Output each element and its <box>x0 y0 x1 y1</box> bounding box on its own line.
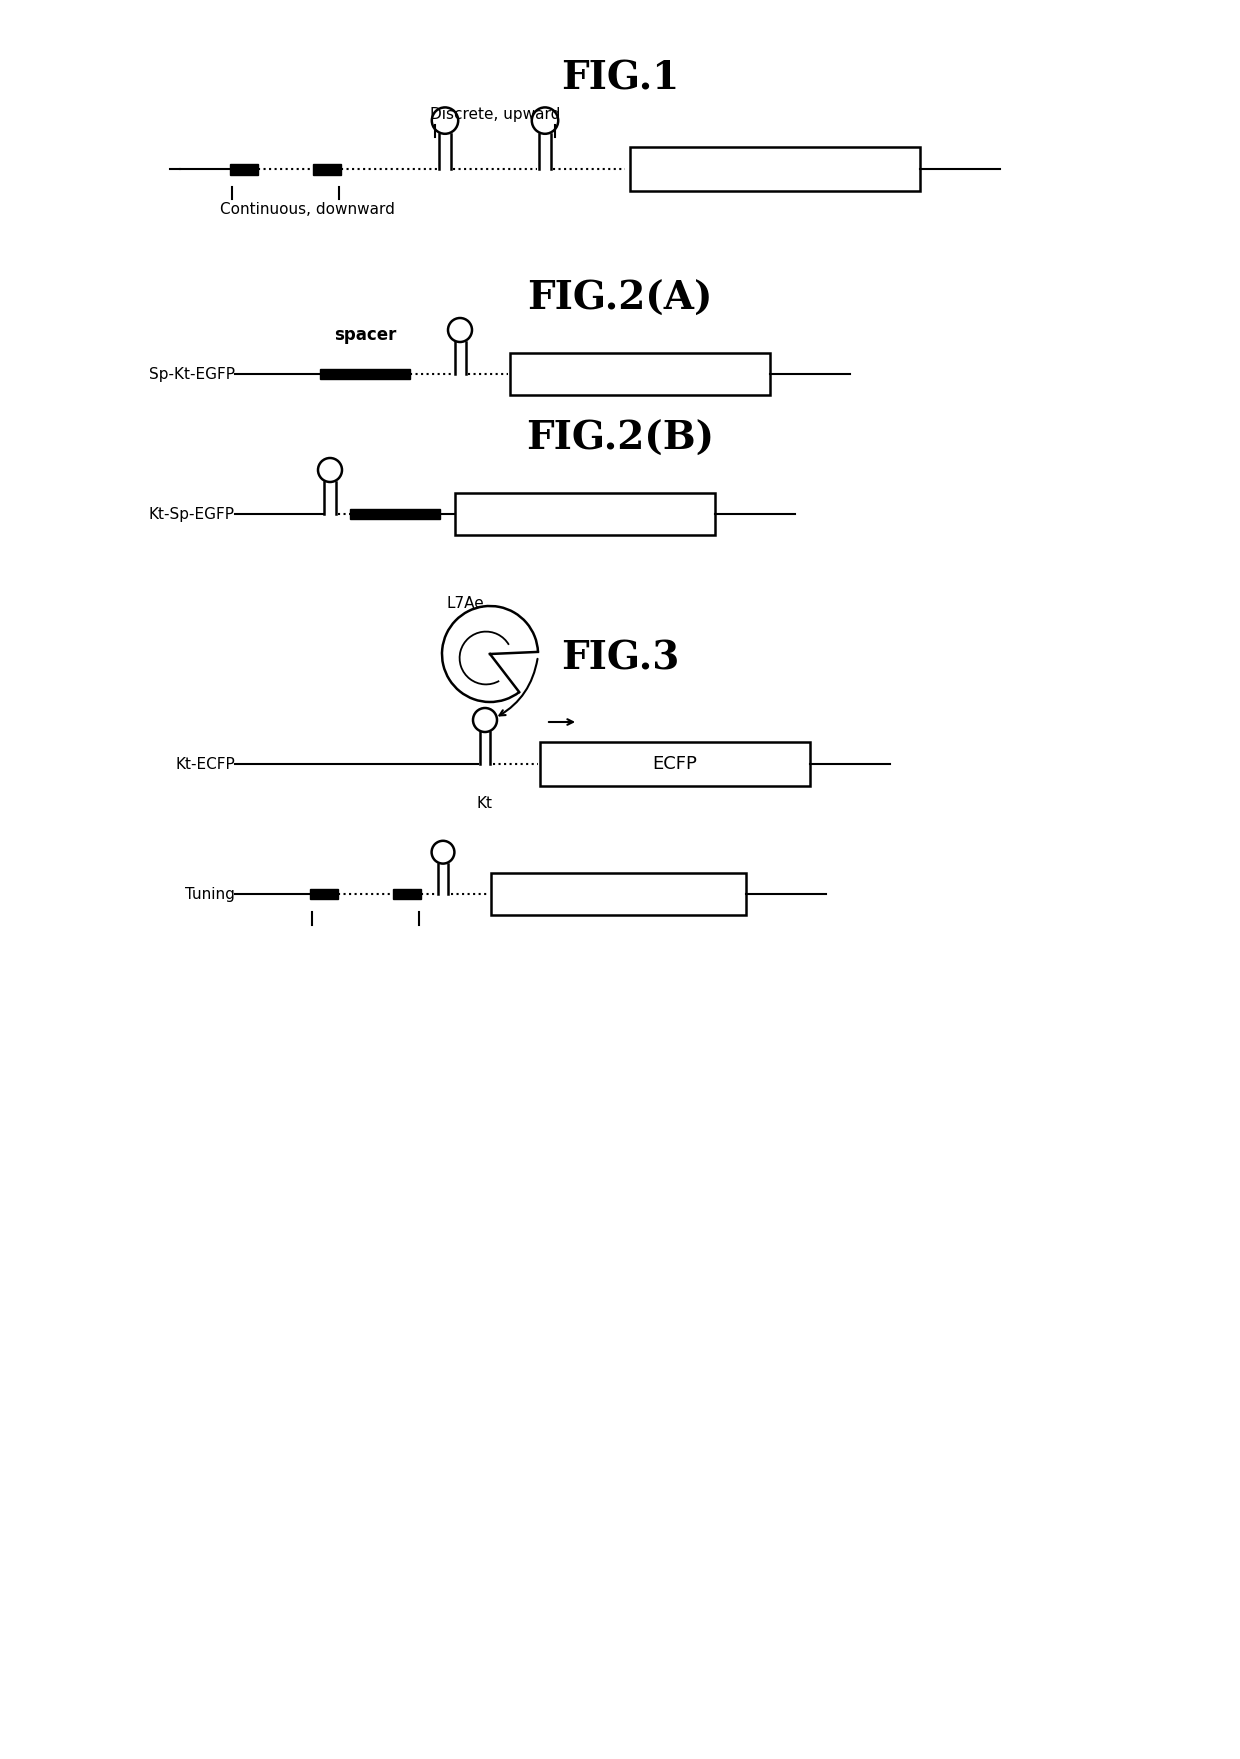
Text: Continuous, downward: Continuous, downward <box>219 202 394 216</box>
Bar <box>539 742 810 786</box>
Bar <box>229 164 258 174</box>
Bar <box>510 354 770 396</box>
Bar <box>455 493 715 535</box>
Text: Tuning: Tuning <box>185 887 236 902</box>
Text: Kt: Kt <box>477 797 494 811</box>
Text: Kt-ECFP: Kt-ECFP <box>175 756 236 772</box>
Bar <box>350 508 440 519</box>
Bar <box>491 872 746 915</box>
Text: L7Ae: L7Ae <box>446 596 485 610</box>
Bar <box>393 888 422 899</box>
Text: Sp-Kt-EGFP: Sp-Kt-EGFP <box>149 366 236 382</box>
Text: ECFP: ECFP <box>652 755 697 772</box>
Text: FIG.3: FIG.3 <box>560 640 680 677</box>
Text: spacer: spacer <box>334 325 397 345</box>
Bar <box>320 369 410 378</box>
Text: FIG.2(A): FIG.2(A) <box>527 280 713 318</box>
Bar <box>312 164 341 174</box>
Text: Discrete, upward: Discrete, upward <box>430 107 560 121</box>
Text: Kt-Sp-EGFP: Kt-Sp-EGFP <box>149 507 236 521</box>
Bar <box>310 888 339 899</box>
Text: FIG.2(B): FIG.2(B) <box>526 420 714 457</box>
Bar <box>630 148 920 192</box>
Text: FIG.1: FIG.1 <box>560 60 680 99</box>
